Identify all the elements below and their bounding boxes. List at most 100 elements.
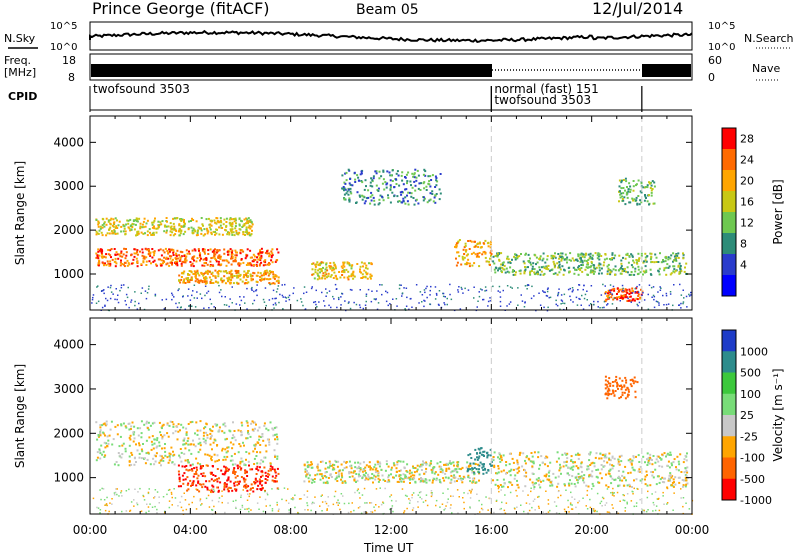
power-noise-dot — [449, 283, 451, 286]
power-noise-dot — [477, 300, 479, 302]
velocity-echo-cell — [392, 476, 394, 479]
velocity-echo-cell — [158, 444, 161, 447]
power-echo-cell — [409, 180, 412, 183]
velocity-echo-cell — [273, 426, 276, 429]
velocity-echo-cell — [588, 474, 591, 477]
power-echo-cell — [324, 271, 327, 274]
velocity-echo-cell — [263, 456, 266, 459]
power-echo-cell — [122, 263, 125, 266]
power-echo-cell — [603, 258, 606, 261]
velocity-echo-cell — [433, 478, 436, 481]
power-echo-cell — [151, 248, 154, 250]
velocity-noise-dot — [113, 492, 116, 494]
velocity-noise-dot — [259, 496, 261, 498]
power-echo-cell — [395, 172, 398, 175]
power-echo-cell — [97, 223, 100, 226]
power-echo-cell — [186, 279, 189, 282]
power-echo-cell — [481, 253, 484, 256]
power-echo-cell — [227, 249, 230, 252]
power-noise-dot — [653, 306, 656, 309]
power-noise-dot — [643, 299, 646, 301]
velocity-echo-cell — [250, 422, 253, 425]
power-echo-cell — [497, 269, 499, 272]
velocity-echo-cell — [498, 453, 501, 456]
power-echo-cell — [97, 250, 100, 253]
power-noise-dot — [315, 289, 317, 292]
power-noise-dot — [344, 300, 346, 302]
power-echo-cell — [675, 257, 678, 259]
velocity-echo-cell — [502, 478, 505, 481]
power-echo-cell — [179, 256, 182, 259]
velocity-echo-cell — [101, 453, 104, 456]
power-echo-cell — [389, 179, 392, 182]
power-noise-dot — [302, 304, 304, 307]
velocity-echo-cell — [635, 478, 638, 481]
power-echo-cell — [651, 261, 654, 263]
power-echo-cell — [588, 257, 591, 260]
power-echo-cell — [325, 266, 328, 269]
velocity-noise-dot — [121, 510, 123, 513]
velocity-echo-cell — [166, 422, 169, 425]
velocity-echo-cell — [106, 435, 109, 438]
velocity-echo-cell — [199, 465, 202, 468]
power-echo-cell — [642, 273, 644, 276]
velocity-echo-cell — [547, 471, 550, 474]
power-echo-cell — [259, 259, 262, 261]
velocity-echo-cell — [218, 426, 221, 429]
power-echo-cell — [120, 225, 123, 228]
velocity-noise-dot — [359, 497, 361, 499]
power-echo-cell — [514, 258, 517, 261]
power-noise-dot — [110, 291, 113, 293]
power-noise-dot — [481, 289, 483, 291]
power-echo-cell — [186, 252, 189, 255]
power-echo-cell — [646, 200, 649, 203]
velocity-echo-cell — [214, 479, 217, 482]
power-echo-cell — [623, 267, 626, 270]
velocity-echo-band — [604, 375, 639, 400]
power-echo-cell — [151, 256, 154, 259]
velocity-echo-cell — [233, 430, 236, 432]
power-echo-cell — [127, 222, 130, 225]
power-echo-cell — [277, 282, 280, 284]
velocity-echo-cell — [620, 396, 622, 399]
velocity-echo-cell — [591, 482, 594, 485]
power-echo-cell — [640, 288, 642, 291]
power-echo-cell — [389, 184, 392, 187]
power-echo-cell — [579, 260, 582, 263]
power-noise-dot — [462, 292, 464, 294]
power-echo-cell — [674, 258, 677, 261]
power-echo-cell — [272, 282, 275, 285]
velocity-echo-cell — [611, 456, 614, 459]
power-echo-cell — [228, 218, 231, 221]
velocity-echo-cell — [214, 475, 217, 477]
power-echo-cell — [314, 268, 317, 271]
velocity-echo-cell — [570, 459, 573, 462]
power-echo-cell — [105, 223, 108, 226]
power-echo-cell — [270, 254, 273, 257]
velocity-echo-cell — [674, 476, 677, 479]
power-echo-cell — [247, 226, 250, 229]
velocity-echo-cell — [173, 453, 176, 456]
power-echo-cell — [183, 255, 186, 257]
velocity-echo-cell — [103, 456, 106, 458]
velocity-echo-cell — [246, 424, 249, 427]
velocity-echo-cell — [651, 463, 654, 466]
velocity-echo-cell — [193, 473, 196, 475]
power-echo-cell — [624, 189, 626, 192]
power-echo-cell — [99, 248, 102, 251]
velocity-echo-cell — [208, 454, 211, 457]
velocity-echo-cell — [420, 469, 423, 471]
velocity-echo-cell — [604, 387, 607, 390]
velocity-echo-cell — [382, 478, 385, 481]
power-echo-cell — [606, 270, 609, 273]
velocity-echo-cell — [456, 461, 459, 464]
velocity-noise-dot — [246, 499, 249, 501]
velocity-echo-cell — [241, 460, 244, 463]
power-echo-cell — [242, 233, 245, 236]
power-echo-cell — [210, 257, 213, 260]
power-echo-cell — [626, 196, 629, 199]
power-echo-cell — [627, 188, 630, 191]
power-echo-cell — [228, 276, 231, 279]
power-noise-dot — [134, 300, 136, 303]
velocity-echo-cell — [439, 471, 442, 473]
